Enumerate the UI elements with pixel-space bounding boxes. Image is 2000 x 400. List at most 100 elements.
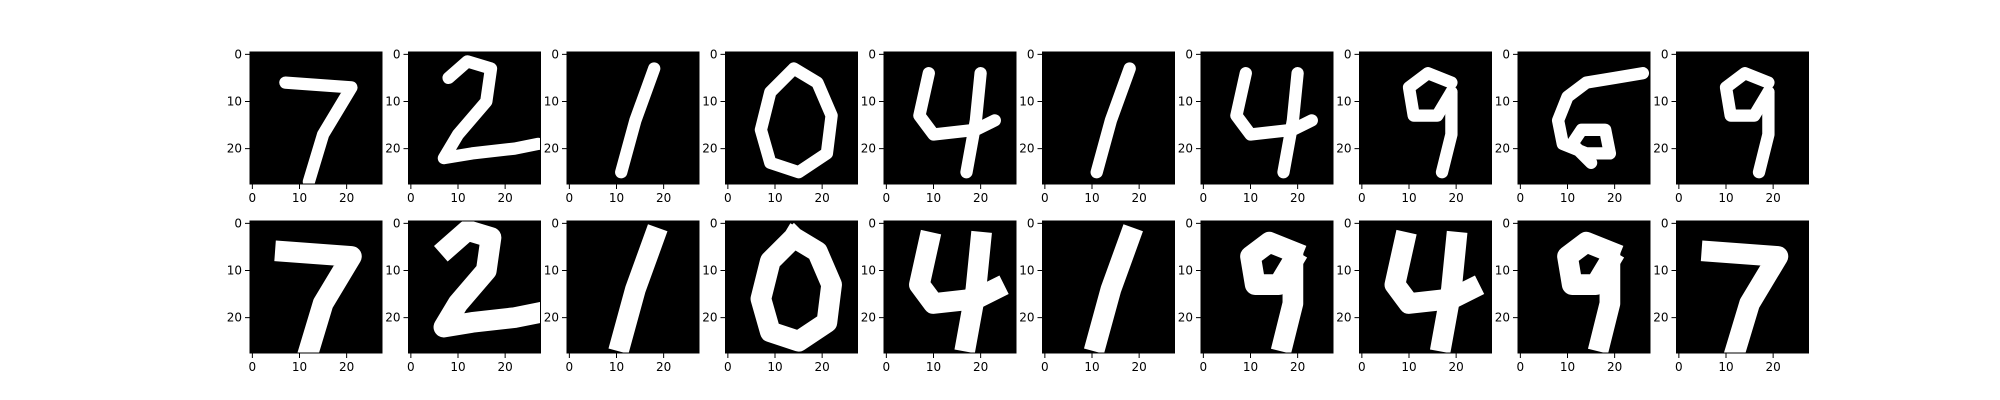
digit-panel: 0 10 20 0 10 20 bbox=[861, 47, 1017, 205]
x-tick-label: 20 bbox=[1449, 360, 1464, 374]
y-tick-label: 20 bbox=[1336, 142, 1351, 156]
digit-panel: 0 10 20 0 10 20 bbox=[702, 47, 858, 205]
x-tick-label: 0 bbox=[249, 191, 257, 205]
y-tick-label: 0 bbox=[1344, 216, 1352, 230]
y-tick-label: 10 bbox=[1019, 95, 1034, 109]
y-tick-label: 10 bbox=[385, 264, 400, 278]
digit-panel: 0 10 20 0 10 20 bbox=[1495, 216, 1651, 374]
y-tick-label: 10 bbox=[861, 264, 876, 278]
digit-panel: 0 10 20 0 10 20 bbox=[1336, 216, 1492, 374]
y-tick-label: 10 bbox=[227, 95, 242, 109]
digit-stroke bbox=[750, 222, 842, 352]
x-tick-label: 10 bbox=[450, 191, 465, 205]
digit-stroke bbox=[615, 62, 661, 179]
x-tick-label: 20 bbox=[656, 191, 671, 205]
x-tick-label: 20 bbox=[1607, 191, 1622, 205]
digit-stroke bbox=[954, 230, 992, 353]
x-tick-label: 20 bbox=[1766, 360, 1781, 374]
x-tick-label: 20 bbox=[339, 191, 354, 205]
axes-frame bbox=[1517, 220, 1651, 354]
y-tick-label: 0 bbox=[1661, 216, 1669, 230]
y-tick-label: 10 bbox=[227, 264, 242, 278]
y-tick-label: 20 bbox=[544, 142, 559, 156]
digit-stroke bbox=[960, 67, 987, 179]
digit-stroke bbox=[279, 76, 358, 184]
x-tick-label: 20 bbox=[1766, 191, 1781, 205]
y-tick-label: 10 bbox=[385, 95, 400, 109]
x-tick-label: 20 bbox=[815, 360, 830, 374]
digit-panel: 0 10 20 0 10 20 bbox=[1178, 47, 1334, 205]
x-tick-label: 10 bbox=[926, 191, 941, 205]
digit-panel: 0 10 20 0 10 20 bbox=[702, 216, 858, 374]
x-tick-label: 0 bbox=[883, 191, 891, 205]
y-tick-label: 0 bbox=[1185, 47, 1193, 61]
y-tick-label: 10 bbox=[702, 95, 717, 109]
axes-frame bbox=[249, 220, 383, 354]
x-tick-label: 0 bbox=[724, 360, 732, 374]
digit-panel: 0 10 20 0 10 20 bbox=[1495, 47, 1651, 205]
x-tick-label: 10 bbox=[292, 191, 307, 205]
y-tick-label: 20 bbox=[227, 142, 242, 156]
y-tick-label: 0 bbox=[1502, 47, 1510, 61]
y-tick-label: 20 bbox=[544, 311, 559, 325]
x-tick-label: 0 bbox=[724, 191, 732, 205]
x-tick-label: 0 bbox=[1675, 360, 1683, 374]
x-tick-label: 0 bbox=[1041, 191, 1049, 205]
axes-frame bbox=[566, 51, 700, 185]
digit-panel: 0 10 20 0 10 20 bbox=[1653, 216, 1809, 374]
y-tick-label: 10 bbox=[1653, 95, 1668, 109]
y-tick-label: 0 bbox=[1185, 216, 1193, 230]
x-tick-label: 10 bbox=[1560, 360, 1575, 374]
x-tick-label: 20 bbox=[1132, 360, 1147, 374]
x-tick-label: 0 bbox=[1041, 360, 1049, 374]
axes-frame bbox=[1042, 51, 1175, 185]
x-tick-label: 10 bbox=[609, 191, 624, 205]
x-tick-label: 0 bbox=[1200, 360, 1208, 374]
y-tick-label: 10 bbox=[1178, 264, 1193, 278]
axes-frame bbox=[408, 51, 541, 185]
x-tick-label: 10 bbox=[1718, 360, 1733, 374]
digit-panel: 0 10 20 0 10 20 bbox=[544, 47, 700, 205]
x-tick-label: 10 bbox=[450, 360, 465, 374]
x-tick-label: 20 bbox=[973, 191, 988, 205]
digit-stroke bbox=[1700, 240, 1789, 353]
y-tick-label: 10 bbox=[1495, 264, 1510, 278]
digit-stroke bbox=[608, 224, 668, 353]
x-tick-label: 0 bbox=[1517, 360, 1525, 374]
digit-stroke bbox=[1230, 67, 1318, 141]
y-tick-label: 0 bbox=[234, 216, 242, 230]
digit-stroke bbox=[1587, 250, 1621, 353]
x-tick-label: 20 bbox=[656, 360, 671, 374]
digit-stroke bbox=[1402, 67, 1458, 122]
x-tick-label: 10 bbox=[1560, 191, 1575, 205]
digit-panel: 0 10 20 0 10 20 bbox=[385, 216, 541, 374]
axes-frame bbox=[1200, 220, 1334, 354]
y-tick-label: 10 bbox=[861, 95, 876, 109]
x-tick-label: 20 bbox=[1132, 191, 1147, 205]
x-tick-label: 0 bbox=[566, 360, 574, 374]
y-tick-label: 20 bbox=[1178, 142, 1193, 156]
y-tick-label: 20 bbox=[1495, 142, 1510, 156]
digit-stroke bbox=[437, 55, 541, 165]
x-tick-label: 0 bbox=[1358, 360, 1366, 374]
x-tick-label: 20 bbox=[498, 360, 513, 374]
x-tick-label: 10 bbox=[1401, 191, 1416, 205]
axes-frame bbox=[1359, 220, 1492, 354]
y-tick-label: 20 bbox=[227, 311, 242, 325]
y-tick-label: 0 bbox=[234, 47, 242, 61]
x-tick-label: 20 bbox=[815, 191, 830, 205]
y-tick-label: 0 bbox=[551, 47, 559, 61]
digit-panel: 0 10 20 0 10 20 bbox=[385, 47, 541, 205]
digit-panel: 0 10 20 0 10 20 bbox=[1336, 47, 1492, 205]
digit-stroke bbox=[913, 67, 1001, 141]
digit-panel: 0 10 20 0 10 20 bbox=[544, 216, 700, 374]
digit-stroke bbox=[754, 62, 838, 179]
digit-panel: 0 10 20 0 10 20 bbox=[1019, 47, 1175, 205]
axes-frame bbox=[725, 220, 858, 354]
axes-frame bbox=[883, 220, 1017, 354]
x-tick-label: 0 bbox=[407, 360, 415, 374]
digit-panel: 0 10 20 0 10 20 bbox=[227, 47, 383, 205]
x-tick-label: 0 bbox=[1200, 191, 1208, 205]
x-tick-label: 10 bbox=[1243, 360, 1258, 374]
